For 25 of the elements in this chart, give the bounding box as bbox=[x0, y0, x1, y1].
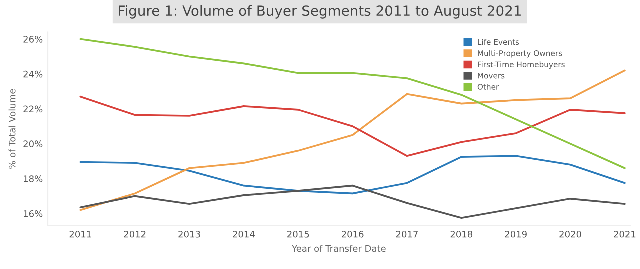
x-tick-label: 2018 bbox=[450, 230, 473, 238]
y-tick-label: 26% bbox=[24, 36, 43, 43]
line-series bbox=[80, 70, 626, 212]
line-series bbox=[80, 155, 626, 195]
x-tick-label: 2012 bbox=[124, 230, 146, 238]
x-axis-title: Year of Transfer Date bbox=[292, 245, 386, 252]
y-tick-label: 20% bbox=[24, 140, 43, 148]
y-tick-label: 24% bbox=[24, 70, 43, 78]
y-tick-label: 22% bbox=[24, 106, 43, 113]
x-tick-label: 2019 bbox=[505, 230, 527, 238]
x-tick-label: 2015 bbox=[288, 230, 310, 238]
line-series bbox=[80, 38, 626, 170]
x-tick-label: 2020 bbox=[560, 230, 582, 238]
line-series bbox=[80, 96, 626, 158]
x-tick-label: 2021 bbox=[614, 230, 636, 238]
x-tick-label: 2011 bbox=[70, 230, 92, 238]
x-tick-label: 2017 bbox=[396, 230, 418, 238]
y-tick-label: 16% bbox=[24, 210, 43, 218]
x-tick-label: 2013 bbox=[178, 230, 200, 238]
x-tick-label: 2014 bbox=[233, 230, 255, 238]
y-axis-title: % of Total Volume bbox=[8, 89, 16, 169]
y-tick-label: 18% bbox=[24, 176, 43, 182]
line-series bbox=[80, 184, 626, 220]
chart-title: Figure 1: Volume of Buyer Segments 2011 to August 2021 bbox=[119, 5, 521, 19]
x-tick-label: 2016 bbox=[342, 230, 364, 238]
